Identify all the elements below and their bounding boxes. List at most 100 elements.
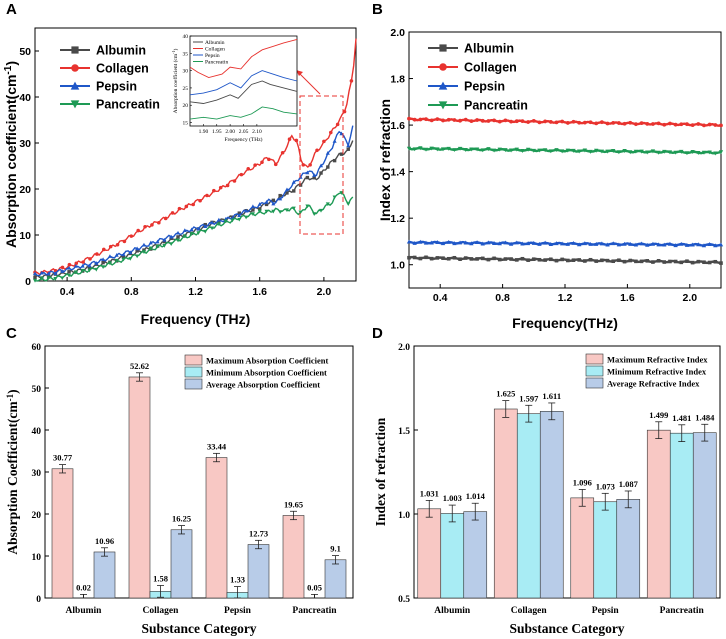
data-point-collagen bbox=[486, 119, 491, 123]
data-point-albumin bbox=[217, 220, 221, 224]
y-tick-label: 1.5 bbox=[398, 427, 410, 437]
x-axis-label: Frequency (THz) bbox=[141, 311, 251, 327]
series-line-pancreatin bbox=[34, 192, 354, 282]
data-point-pancreatin bbox=[346, 202, 351, 207]
data-point-albumin bbox=[251, 208, 255, 212]
data-point-pepsin bbox=[514, 240, 519, 245]
data-point-pepsin bbox=[480, 241, 485, 246]
data-point-pancreatin bbox=[718, 150, 724, 155]
data-point-collagen bbox=[452, 118, 457, 122]
data-point-albumin bbox=[412, 255, 417, 260]
legend-label: Maximum Absorption Coefficient bbox=[206, 356, 328, 366]
data-point-pancreatin bbox=[707, 150, 712, 155]
legend-marker-pepsin bbox=[70, 81, 80, 90]
data-point-pepsin bbox=[325, 151, 330, 155]
inset-y-tick-label: 20 bbox=[183, 103, 189, 109]
data-point-collagen bbox=[702, 123, 706, 128]
data-point-albumin bbox=[685, 259, 689, 264]
panel-letter-a: A bbox=[6, 1, 17, 18]
data-point-pancreatin bbox=[577, 149, 582, 154]
x-axis-label: Substance Category bbox=[509, 621, 624, 636]
data-point-pancreatin bbox=[588, 149, 593, 154]
data-point-pancreatin bbox=[696, 151, 701, 155]
y-axis-label: Absorption coefficient(cm-1) bbox=[3, 61, 19, 248]
data-label: 1.096 bbox=[573, 477, 592, 487]
data-point-pancreatin bbox=[46, 276, 51, 281]
data-point-pancreatin bbox=[80, 268, 85, 273]
data-point-pepsin bbox=[679, 241, 684, 246]
inset-y-tick-label: 40 bbox=[183, 34, 189, 40]
data-point-albumin bbox=[446, 256, 451, 261]
data-point-pancreatin bbox=[32, 278, 38, 283]
data-point-albumin bbox=[424, 255, 428, 260]
data-point-collagen bbox=[253, 163, 257, 167]
x-tick-label: Pepsin bbox=[224, 606, 252, 616]
panel-d: D 0.5 1.0 1.5 2.0 Albumin 1.031 1.003 1.014 Colla… bbox=[372, 325, 721, 636]
data-point-pancreatin bbox=[429, 146, 434, 151]
data-point-pepsin bbox=[622, 241, 627, 246]
data-label: 30.77 bbox=[53, 453, 73, 463]
bar-average bbox=[539, 411, 564, 599]
data-point-albumin bbox=[326, 165, 330, 169]
data-point-collagen bbox=[129, 234, 134, 238]
bar-minimum bbox=[516, 413, 541, 599]
data-point-albumin bbox=[673, 259, 678, 264]
data-point-pepsin bbox=[696, 242, 701, 247]
data-point-collagen bbox=[170, 211, 175, 215]
inset-x-axis-label: Frequency (THz) bbox=[224, 136, 262, 143]
y-tick-label: 1.6 bbox=[390, 120, 405, 132]
data-point-pepsin bbox=[80, 263, 85, 268]
data-point-pepsin bbox=[53, 271, 58, 276]
data-point-pepsin bbox=[291, 179, 296, 184]
data-point-albumin bbox=[492, 256, 496, 261]
data-point-pepsin bbox=[701, 243, 707, 248]
data-point-pepsin bbox=[264, 199, 269, 204]
bar-maximum bbox=[282, 515, 305, 599]
data-point-collagen bbox=[342, 109, 347, 114]
data-point-pepsin bbox=[474, 240, 480, 245]
data-point-pancreatin bbox=[325, 202, 330, 207]
data-point-albumin bbox=[679, 260, 684, 265]
x-tick-label: 0.8 bbox=[495, 292, 510, 304]
data-point-pancreatin bbox=[162, 244, 167, 248]
y-tick-label: 0 bbox=[25, 276, 31, 288]
data-label: 19.65 bbox=[284, 499, 303, 509]
data-point-collagen bbox=[480, 118, 485, 123]
data-point-pepsin bbox=[650, 241, 656, 246]
data-point-pepsin bbox=[73, 263, 78, 268]
data-point-pepsin bbox=[537, 241, 542, 246]
inset-y-tick-label: 30 bbox=[183, 69, 189, 75]
data-point-albumin bbox=[611, 259, 616, 264]
data-point-collagen bbox=[67, 262, 72, 267]
data-point-collagen bbox=[560, 119, 565, 124]
data-point-pancreatin bbox=[628, 150, 633, 155]
x-axis-label: Frequency(THz) bbox=[512, 315, 618, 331]
data-point-pancreatin bbox=[497, 147, 502, 152]
data-point-collagen bbox=[328, 130, 333, 135]
data-point-collagen bbox=[594, 121, 599, 126]
data-point-albumin bbox=[577, 258, 581, 262]
inset-series-collagen bbox=[189, 39, 298, 79]
data-point-albumin bbox=[634, 259, 638, 264]
bar-average bbox=[170, 529, 193, 599]
data-point-collagen bbox=[673, 122, 678, 127]
data-point-pepsin bbox=[244, 208, 249, 213]
legend-label-collagen: Collagen bbox=[96, 62, 149, 76]
data-point-albumin bbox=[497, 257, 502, 262]
data-point-pancreatin bbox=[531, 148, 536, 153]
data-point-albumin bbox=[346, 147, 350, 151]
data-point-collagen bbox=[656, 121, 661, 126]
data-point-pepsin bbox=[486, 240, 491, 245]
y-tick-label: 1.0 bbox=[390, 260, 405, 272]
data-point-albumin bbox=[486, 257, 491, 262]
data-point-collagen bbox=[418, 117, 423, 122]
data-point-pepsin bbox=[457, 240, 463, 245]
data-point-pepsin bbox=[616, 242, 622, 247]
data-point-pepsin bbox=[250, 204, 255, 209]
data-point-pancreatin bbox=[271, 209, 276, 214]
data-point-pancreatin bbox=[305, 204, 310, 209]
bar-maximum bbox=[646, 429, 671, 599]
inset-x-tick-label: 2.10 bbox=[252, 129, 262, 135]
data-point-collagen bbox=[287, 137, 292, 141]
